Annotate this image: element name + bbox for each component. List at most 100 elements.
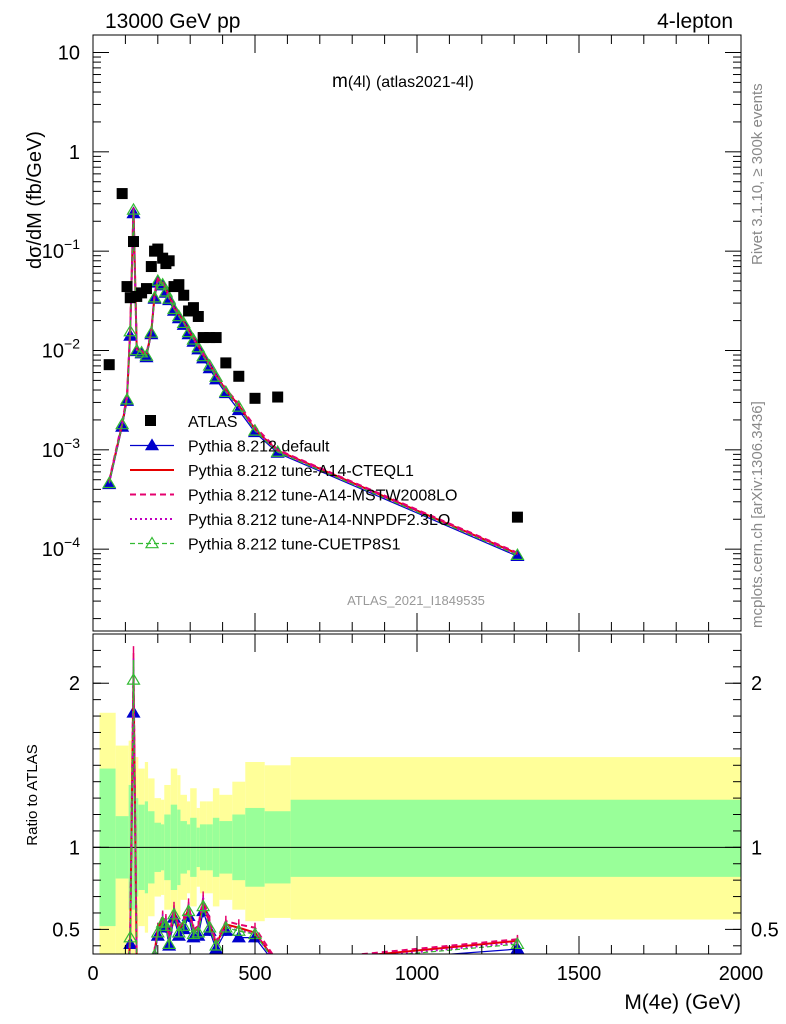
series-point-pythia-8-212-tune-cuetp8s1 bbox=[102, 476, 117, 489]
ratio-point-pythia-8-212-tune-cuetp8s1 bbox=[103, 995, 115, 1005]
ratio-point-pythia-8-212-tune-cuetp8s1 bbox=[171, 925, 186, 938]
ratio-point-pythia-8-212-tune-cuetp8s1 bbox=[186, 927, 201, 940]
ratio-point-pythia-8-212-tune-cuetp8s1 bbox=[196, 899, 211, 912]
ratio-point-pythia-8-212-tune-cuetp8s1 bbox=[126, 672, 141, 685]
atlas-data-point bbox=[152, 243, 164, 255]
ratio-point-pythia-8-212-tune-cuetp8s1 bbox=[176, 918, 191, 931]
series-point-pythia-8-212-tune-cuetp8s1 bbox=[171, 309, 186, 322]
legend: ATLAS Pythia 8.212 default Pythia 8.212 tu… bbox=[130, 414, 457, 554]
series-point-pythia-8-212-tune-cuetp8s1 bbox=[186, 332, 201, 345]
ratio-point-pythia-8-212-tune-cuetp8s1 bbox=[150, 925, 165, 938]
atlas-data-point bbox=[187, 302, 199, 314]
atlas-data-point bbox=[116, 188, 128, 200]
atlas-data-point bbox=[210, 332, 222, 344]
series-point-pythia-8-212-tune-cuetp8s1 bbox=[119, 392, 135, 405]
analysis-id-label: ATLAS_2021_I1849535 bbox=[347, 593, 485, 608]
ratio-point-pythia-8-212-tune-cuetp8s1 bbox=[166, 907, 182, 920]
series-point-pythia-8-212-tune-cuetp8s1 bbox=[162, 291, 177, 304]
series-point-pythia-8-212-tune-cuetp8s1 bbox=[139, 348, 154, 361]
atlas-data-point bbox=[272, 391, 284, 403]
series-point-pythia-8-212-tune-cuetp8s1 bbox=[176, 316, 191, 329]
main-y-tick-label: 10−4 bbox=[42, 534, 80, 561]
main-y-tick-label: 1 bbox=[69, 142, 80, 164]
ratio-y-tick-label-right: 2 bbox=[751, 673, 762, 695]
ratio-point-pythia-8-212-tune-cuetp8s1 bbox=[510, 936, 525, 949]
legend-label-pythia-8-212-default: Pythia 8.212 default bbox=[188, 439, 330, 456]
atlas-data-point bbox=[173, 279, 185, 291]
ratio-point-pythia-8-212-default bbox=[131, 959, 143, 969]
inner-band-bin bbox=[290, 799, 741, 877]
atlas-data-point bbox=[124, 292, 136, 304]
series-line-pythia-8-212-tune-cuetp8s1 bbox=[108, 209, 518, 556]
atlas-data-point bbox=[145, 261, 157, 273]
series-point-pythia-8-212-tune-cuetp8s1 bbox=[150, 273, 165, 286]
series-point-pythia-8-212-tune-cuetp8s1 bbox=[123, 324, 138, 337]
ratio-point-pythia-8-212-tune-cuetp8s1 bbox=[121, 993, 133, 1003]
header-left: 13000 GeV pp bbox=[105, 10, 240, 33]
series-point-pythia-8-212-tune-cuetp8s1 bbox=[191, 340, 206, 353]
ratio-point-pythia-8-212-tune-cuetp8s1 bbox=[202, 920, 217, 933]
legend-label-pythia-8-212-tune-a14-nnpdf2-3lo: Pythia 8.212 tune-A14-NNPDF2.3LO bbox=[188, 512, 450, 529]
ratio-point-pythia-8-212-default bbox=[121, 994, 133, 1004]
atlas-data-point bbox=[140, 283, 152, 295]
ratio-point-pythia-8-212-tune-cuetp8s1 bbox=[218, 920, 233, 933]
atlas-data-point bbox=[121, 281, 133, 293]
series-point-pythia-8-212-tune-cuetp8s1 bbox=[209, 369, 224, 382]
series-point-pythia-8-212-tune-cuetp8s1 bbox=[196, 349, 211, 362]
main-y-tick-label: 10−1 bbox=[42, 236, 80, 263]
series-point-pythia-8-212-tune-cuetp8s1 bbox=[166, 302, 182, 315]
series-point-pythia-8-212-tune-cuetp8s1 bbox=[510, 547, 525, 560]
x-tick-label: 0 bbox=[87, 963, 98, 985]
series-point-pythia-8-212-tune-cuetp8s1 bbox=[202, 358, 217, 371]
series-point-pythia-8-212-tune-cuetp8s1 bbox=[231, 399, 246, 412]
x-tick-label: 1500 bbox=[557, 963, 602, 985]
legend-marker-pythia-8-212-tune-cuetp8s1 bbox=[144, 536, 160, 549]
atlas-data-point bbox=[178, 289, 190, 301]
plot-title-main: m bbox=[332, 71, 348, 92]
ratio-point-pythia-8-212-tune-cuetp8s1 bbox=[136, 964, 148, 974]
series-point-pythia-8-212-tune-cuetp8s1 bbox=[126, 202, 141, 215]
main-y-tick-label: 10−2 bbox=[42, 335, 80, 362]
atlas-data-point bbox=[204, 332, 216, 344]
series-point-pythia-8-212-tune-cuetp8s1 bbox=[270, 444, 285, 457]
ratio-point-pythia-8-212-tune-cuetp8s1 bbox=[145, 971, 157, 981]
header-right: 4-lepton bbox=[657, 10, 733, 33]
x-tick-label: 500 bbox=[238, 963, 271, 985]
ratio-point-pythia-8-212-default bbox=[136, 964, 148, 974]
ratio-point-pythia-8-212-default bbox=[145, 971, 157, 981]
ratio-y-tick-label-right: 1 bbox=[751, 837, 762, 859]
x-axis: 0 500 1000 1500 2000 bbox=[87, 35, 763, 985]
series-point-pythia-8-212-tune-cuetp8s1 bbox=[181, 325, 196, 338]
main-y-tick-label: 10 bbox=[58, 42, 80, 64]
rivet-side-label: Rivet 3.1.10, ≥ 300k events bbox=[749, 83, 766, 265]
legend-label-atlas: ATLAS bbox=[188, 414, 238, 431]
legend-marker-pythia-8-212-default bbox=[144, 438, 160, 451]
atlas-data-point bbox=[249, 392, 261, 404]
series-point-pythia-8-212-tune-cuetp8s1 bbox=[155, 277, 170, 290]
ratio-point-pythia-8-212-tune-cuetp8s1 bbox=[191, 925, 206, 938]
series-point-pythia-8-212-tune-cuetp8s1 bbox=[115, 417, 130, 430]
ratio-point-pythia-8-212-tune-cuetp8s1 bbox=[155, 915, 170, 928]
legend-marker-atlas bbox=[145, 415, 156, 426]
ratio-point-pythia-8-212-tune-cuetp8s1 bbox=[162, 936, 177, 949]
legend-label-pythia-8-212-tune-cuetp8s1: Pythia 8.212 tune-CUETP8S1 bbox=[188, 537, 401, 554]
ratio-point-pythia-8-212-tune-cuetp8s1 bbox=[123, 930, 138, 943]
legend-label-pythia-8-212-tune-a14-cteql1: Pythia 8.212 tune-A14-CTEQL1 bbox=[188, 463, 414, 480]
ratio-point-pythia-8-212-tune-cuetp8s1 bbox=[116, 1005, 128, 1015]
mcplots-side-label: mcplots.cern.ch [arXiv:1306.3436] bbox=[749, 401, 766, 628]
series-point-pythia-8-212-tune-cuetp8s1 bbox=[134, 345, 149, 358]
ratio-point-pythia-8-212-default bbox=[272, 961, 284, 971]
atlas-data-point bbox=[192, 310, 204, 322]
legend-label-pythia-8-212-tune-a14-mstw2008lo: Pythia 8.212 tune-A14-MSTW2008LO bbox=[188, 488, 457, 505]
series-point-pythia-8-212-tune-cuetp8s1 bbox=[147, 290, 162, 303]
plot-title-sub: (4l) bbox=[348, 74, 371, 91]
ratio-point-pythia-8-212-tune-cuetp8s1 bbox=[231, 923, 246, 936]
ratio-point-pythia-8-212-default bbox=[231, 930, 246, 943]
atlas-data-point bbox=[220, 357, 232, 369]
ratio-y-tick-label-right: 0.5 bbox=[751, 919, 779, 941]
ratio-point-pythia-8-212-tune-cuetp8s1 bbox=[209, 938, 224, 951]
ratio-point-pythia-8-212-default bbox=[103, 996, 115, 1006]
ratio-y-tick-label: 2 bbox=[69, 673, 80, 695]
ratio-line-pythia-8-212-tune-a14-nnpdf2-3lo bbox=[128, 678, 518, 954]
atlas-data-point bbox=[103, 359, 115, 371]
